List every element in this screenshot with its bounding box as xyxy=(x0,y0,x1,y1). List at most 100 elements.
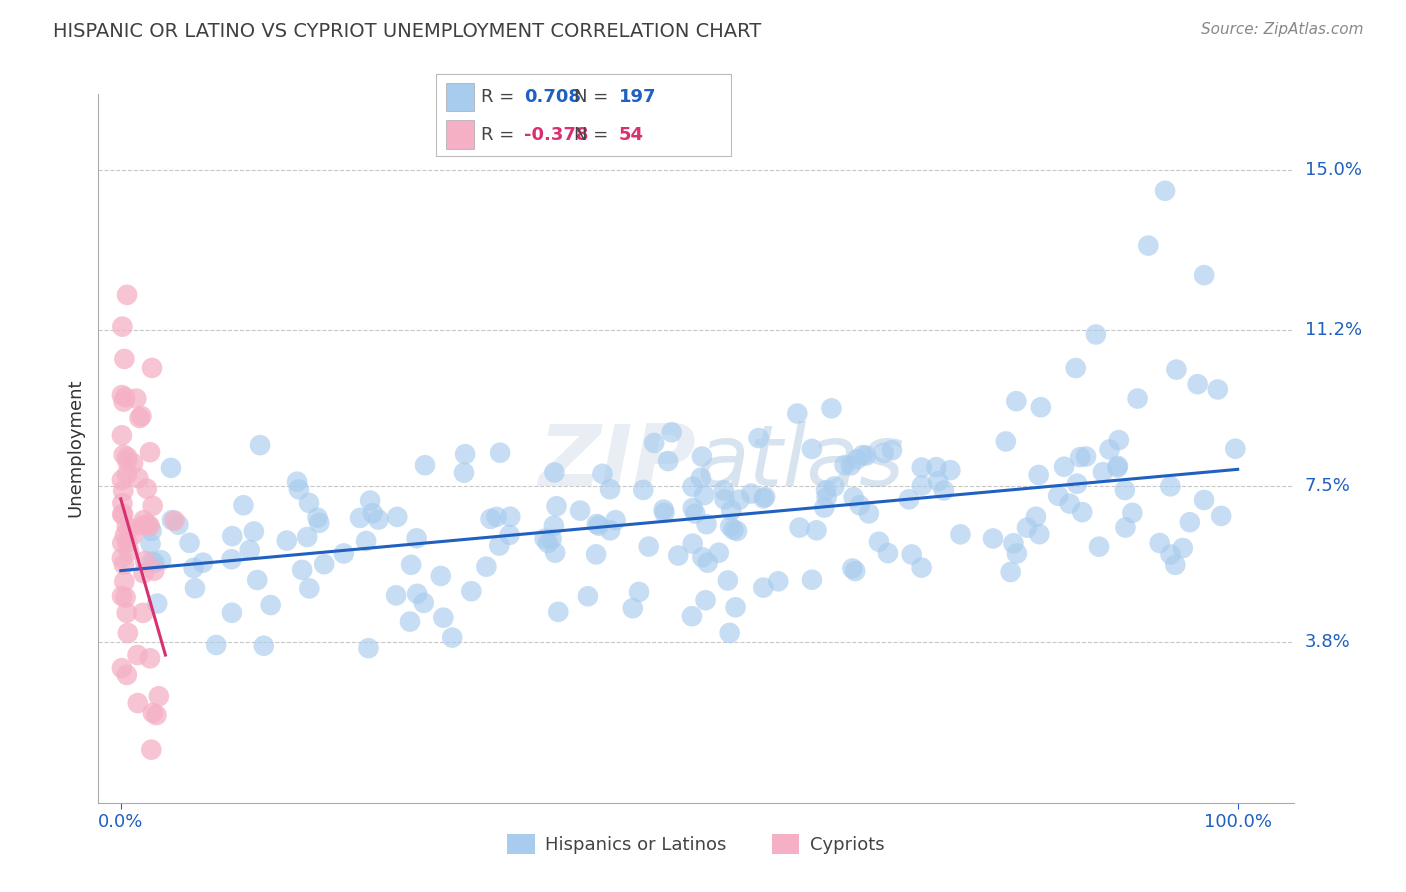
Point xyxy=(1178,515,1201,529)
Text: -0.378: -0.378 xyxy=(524,126,589,144)
Point xyxy=(586,516,609,531)
Point xyxy=(900,548,922,562)
Point xyxy=(1160,548,1182,562)
Point xyxy=(540,532,562,546)
Point xyxy=(479,512,502,526)
Point xyxy=(1047,489,1070,503)
Point xyxy=(488,539,510,553)
Point xyxy=(253,639,276,653)
Point xyxy=(405,532,427,546)
Point xyxy=(429,569,451,583)
Point xyxy=(1071,505,1094,519)
Point xyxy=(111,473,134,487)
Point xyxy=(298,582,321,596)
Point xyxy=(349,511,371,525)
Point xyxy=(139,537,162,551)
Point xyxy=(112,394,135,409)
Point xyxy=(1107,458,1129,473)
Text: R =: R = xyxy=(481,88,520,106)
Point xyxy=(994,434,1017,449)
Point xyxy=(1028,527,1050,541)
Point xyxy=(121,528,143,542)
Point xyxy=(111,661,134,675)
Point xyxy=(412,596,434,610)
Point xyxy=(111,319,134,334)
Point xyxy=(725,524,748,538)
Point xyxy=(544,546,567,560)
Point xyxy=(752,581,775,595)
Point xyxy=(910,560,932,574)
Point xyxy=(1005,394,1028,409)
Point xyxy=(308,516,330,530)
Point xyxy=(361,506,384,520)
Point xyxy=(1114,520,1136,534)
Text: atlas: atlas xyxy=(696,421,904,504)
Point xyxy=(844,564,866,578)
Point xyxy=(132,518,155,533)
Point xyxy=(1084,327,1107,342)
Point xyxy=(1114,483,1136,497)
Point xyxy=(1002,536,1025,550)
Point xyxy=(683,507,706,521)
Point xyxy=(167,517,190,532)
Point xyxy=(1059,497,1081,511)
Point xyxy=(111,508,134,522)
Point xyxy=(681,609,703,624)
Point xyxy=(117,626,139,640)
Point xyxy=(813,500,835,515)
Point xyxy=(981,532,1004,546)
Point xyxy=(146,597,169,611)
Point xyxy=(367,513,389,527)
Point xyxy=(713,483,735,498)
Y-axis label: Unemployment: Unemployment xyxy=(66,379,84,517)
Point xyxy=(592,467,614,481)
Point xyxy=(127,471,149,485)
Point xyxy=(141,742,163,756)
Point xyxy=(1211,508,1233,523)
Point xyxy=(820,401,842,416)
Point xyxy=(354,534,377,549)
Text: 54: 54 xyxy=(619,126,644,144)
Point xyxy=(115,288,138,302)
Point xyxy=(1053,459,1076,474)
Point xyxy=(432,610,454,624)
Point xyxy=(485,509,508,524)
Text: N =: N = xyxy=(574,126,613,144)
Point xyxy=(585,547,607,561)
Point xyxy=(385,588,408,602)
Point xyxy=(654,506,676,520)
Point xyxy=(1187,377,1209,392)
Point xyxy=(1074,450,1097,464)
Point xyxy=(131,409,153,424)
Point xyxy=(1091,465,1114,479)
Point xyxy=(666,549,689,563)
Point xyxy=(800,573,823,587)
Point xyxy=(1164,558,1187,572)
Text: 7.5%: 7.5% xyxy=(1305,477,1351,495)
Point xyxy=(406,587,429,601)
Point xyxy=(112,558,135,572)
Point xyxy=(112,507,135,521)
Point xyxy=(115,450,138,464)
Point xyxy=(543,466,565,480)
Point xyxy=(728,492,751,507)
Point xyxy=(723,523,745,537)
Point xyxy=(387,509,409,524)
Point xyxy=(139,651,162,665)
Point xyxy=(259,598,281,612)
Point xyxy=(115,535,138,549)
Point xyxy=(858,507,880,521)
Point xyxy=(148,690,170,704)
Point xyxy=(332,546,354,560)
Point xyxy=(1029,401,1052,415)
Point xyxy=(297,530,319,544)
Point xyxy=(112,448,135,462)
Point xyxy=(112,483,135,498)
Point xyxy=(1064,361,1087,376)
Point xyxy=(752,491,775,506)
Point xyxy=(139,445,162,459)
Point xyxy=(112,351,135,366)
Point xyxy=(111,589,134,603)
Text: 0.708: 0.708 xyxy=(524,88,582,106)
Point xyxy=(291,563,314,577)
